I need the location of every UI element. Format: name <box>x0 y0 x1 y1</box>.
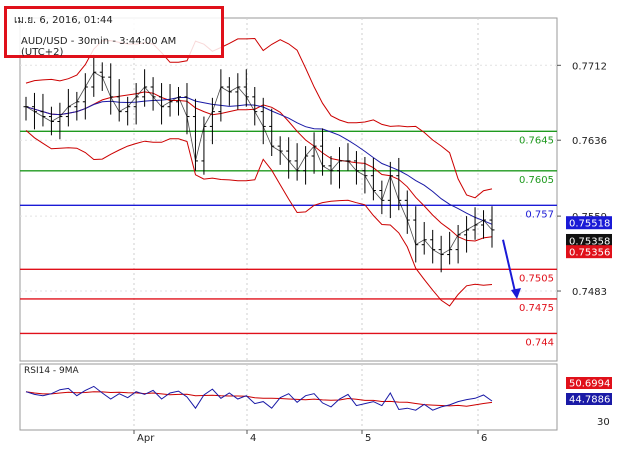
x-tick-label: 4 <box>250 433 256 444</box>
symbol-label: AUD/USD - 30min - 3:44:00 AM (UTC+2) <box>21 36 177 58</box>
level-label: 0.7605 <box>519 175 554 186</box>
rsi-tag <box>566 393 612 405</box>
price-tag-label: 0.75358 <box>569 236 610 247</box>
price-bar <box>176 86 182 116</box>
price-panel-frame <box>19 17 558 362</box>
price-tag-label: 0.75518 <box>569 219 610 230</box>
rsi-ma-tag-label: 50.6994 <box>569 379 610 390</box>
rsi-title: RSI14 - 9MA <box>24 366 79 376</box>
price-tag <box>566 233 612 247</box>
price-bar <box>447 231 453 265</box>
x-tick-label: Apr <box>137 433 155 444</box>
level-label: 0.7645 <box>519 135 554 146</box>
rsi-panel-frame <box>19 363 558 431</box>
price-tag <box>566 245 612 259</box>
price-tag <box>566 216 612 230</box>
y-tick-label: 0.7636 <box>572 136 607 147</box>
bollinger-middle <box>25 91 493 242</box>
price-bar <box>209 97 215 145</box>
price-bar <box>387 161 393 219</box>
forecast-arrow-head <box>511 287 521 299</box>
rsi-ma-line <box>25 391 493 407</box>
moving-average-line <box>25 97 493 225</box>
rsi-line <box>25 385 493 411</box>
x-tick-label: 6 <box>481 433 487 444</box>
level-label: 0.7505 <box>519 273 554 284</box>
level-label: 0.744 <box>525 337 554 348</box>
level-label: 0.757 <box>525 209 554 220</box>
bollinger-lower <box>25 130 493 307</box>
price-line <box>25 71 493 256</box>
price-tag-label: 0.75356 <box>569 248 610 259</box>
y-tick-label: 0.7712 <box>572 61 607 72</box>
level-label: 0.7475 <box>519 303 554 314</box>
price-bar <box>260 97 266 145</box>
rsi-scale-label: 30 <box>597 417 610 428</box>
forecast-arrow-shaft <box>502 239 517 297</box>
datetime-label: เม.ย. 6, 2016, 01:44 <box>14 15 113 26</box>
y-tick-label: 0.7483 <box>572 287 607 298</box>
price-bar <box>489 206 495 248</box>
price-bar <box>108 63 114 115</box>
x-tick-label: 5 <box>365 433 371 444</box>
rsi-ma-tag <box>566 377 612 389</box>
info-box: เม.ย. 6, 2016, 01:44 AUD/USD - 30min - 3… <box>4 6 224 58</box>
rsi-tag-label: 44.7886 <box>569 395 610 406</box>
